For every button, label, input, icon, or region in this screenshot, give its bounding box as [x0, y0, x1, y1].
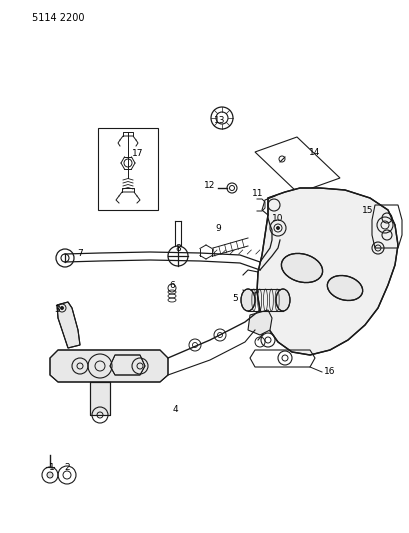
Ellipse shape — [326, 276, 362, 301]
Polygon shape — [90, 382, 110, 415]
Text: 8: 8 — [175, 244, 180, 253]
Text: 1: 1 — [49, 463, 55, 472]
Text: 17: 17 — [132, 149, 144, 157]
Text: 15: 15 — [362, 206, 373, 214]
Ellipse shape — [281, 253, 322, 282]
Circle shape — [276, 227, 279, 230]
Text: 2: 2 — [64, 463, 70, 472]
Text: 16: 16 — [324, 367, 335, 376]
Text: 12: 12 — [204, 181, 215, 190]
Text: 5: 5 — [231, 294, 237, 303]
Text: 13: 13 — [214, 116, 225, 125]
Text: 3: 3 — [54, 305, 60, 314]
Ellipse shape — [240, 289, 254, 311]
Polygon shape — [50, 350, 168, 382]
Polygon shape — [247, 310, 271, 335]
Polygon shape — [57, 302, 80, 348]
Text: 11: 11 — [252, 189, 263, 198]
Circle shape — [61, 306, 63, 310]
Bar — [98, 128, 157, 210]
Text: 9: 9 — [215, 223, 220, 232]
Text: 5114 2200: 5114 2200 — [32, 13, 84, 23]
Text: 6: 6 — [169, 280, 175, 289]
Ellipse shape — [275, 289, 289, 311]
Text: 14: 14 — [308, 148, 320, 157]
Text: 7: 7 — [77, 248, 83, 257]
Polygon shape — [256, 188, 397, 355]
Text: 4: 4 — [172, 406, 178, 415]
Polygon shape — [110, 355, 145, 375]
Text: 10: 10 — [272, 214, 283, 222]
Circle shape — [47, 472, 53, 478]
